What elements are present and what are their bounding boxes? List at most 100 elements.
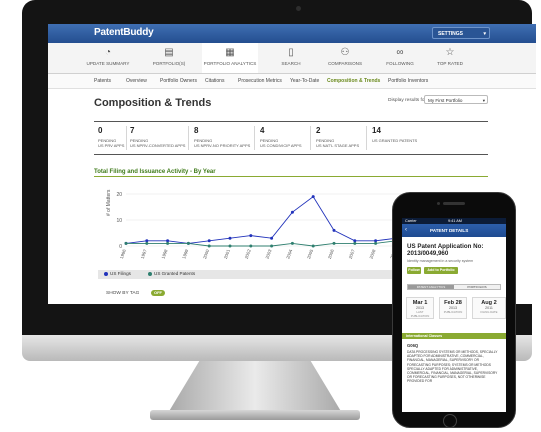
nav-update-summary[interactable]: ◔ UPDATE SUMMARY — [80, 43, 136, 73]
y-tick-label: 20 — [116, 192, 122, 198]
date-year: 2011 — [485, 306, 493, 310]
page-title: Composition & Trends — [94, 97, 212, 109]
stat-nprv-no-priority[interactable]: 8 PENDING US NPRV-NO PRIORITY APPS — [194, 126, 255, 150]
carrier-label: Carrier — [405, 219, 417, 223]
nav-top-rated[interactable]: ☆ TOP RATED — [422, 43, 478, 73]
series-line-1 — [126, 240, 438, 247]
stat-nprv-converted[interactable]: 7 PENDING US NPRV-CONVERTED APPS — [130, 126, 189, 150]
data-point-0 — [311, 195, 315, 199]
analytics-icon: ▦ — [225, 47, 235, 58]
date-card-publication: Feb 28 2013 PUBLICATION — [439, 297, 467, 319]
x-tick-label: 2007 — [348, 248, 356, 259]
class-description: DATA PROCESSING SYSTEMS OR METHODS, SPEC… — [407, 350, 498, 384]
date-day: Mar 1 — [412, 300, 428, 306]
nav-following[interactable]: ∞ FOLLOWING — [372, 43, 428, 73]
app-logo[interactable]: PatentBuddy — [94, 27, 154, 38]
subnav-portfolio-inventors[interactable]: Portfolio Inventors — [388, 78, 429, 84]
stat-granted-patents[interactable]: 14 US GRANTED PATENTS — [372, 126, 432, 150]
date-card-last-publication: Mar 1 2013 LAST PUBLICATION — [406, 297, 434, 319]
date-day: Aug 2 — [481, 300, 497, 306]
data-point-1 — [332, 241, 336, 245]
data-point-0 — [332, 228, 336, 232]
iphone: Carrier 9:41 AM ‹ PATENT DETAILS US Pate… — [392, 192, 516, 428]
legend-us-granted[interactable]: US Granted Patents — [148, 271, 195, 276]
settings-dropdown[interactable]: SETTINGS ▾ — [432, 27, 490, 39]
y-tick-label: 10 — [116, 218, 122, 224]
tab-portfolios[interactable]: PORTFOLIOS — [467, 285, 487, 289]
portfolio-select-value: My First Portfolio — [428, 98, 463, 103]
folder-icon: ▤ — [164, 47, 174, 58]
show-by-tag-label: SHOW BY TAG — [106, 291, 140, 296]
stat-natl-stage[interactable]: 2 PENDING US NAT'L STAGE APPS — [316, 126, 367, 150]
status-time: 9:41 AM — [448, 219, 462, 223]
stat-value: 2 — [316, 126, 321, 135]
data-point-1 — [311, 244, 315, 248]
x-tick-label: 1997 — [140, 248, 148, 259]
date-day: Feb 28 — [444, 300, 462, 306]
show-by-tag-toggle[interactable]: OFF — [151, 290, 165, 296]
portfolio-select[interactable]: My First Portfolio ▾ — [424, 95, 488, 104]
stat-label: PENDING US NPRV-CONVERTED APPS — [130, 138, 186, 148]
follow-button[interactable]: Follow — [407, 267, 421, 274]
stat-condivcip[interactable]: 4 PENDING US CONDIVICIP APPS — [260, 126, 311, 150]
international-classes-header: International Classes — [402, 333, 506, 339]
data-point-0 — [270, 236, 274, 240]
imac-monitor: PatentBuddy SETTINGS ▾ ◔ UPDATE SUMMARY … — [22, 0, 536, 335]
data-point-0 — [290, 210, 294, 214]
home-button[interactable] — [443, 414, 457, 428]
legend-label: US Filings — [110, 271, 131, 276]
subnav-portfolio-owners[interactable]: Portfolio Owners — [160, 78, 197, 84]
stat-prv-apps[interactable]: 0 PENDING US PRV APPS — [98, 126, 127, 150]
main-nav: ◔ UPDATE SUMMARY ▤ PORTFOLIO(S) ▦ PORTFO… — [48, 43, 536, 74]
subnav-prosecution-metrics[interactable]: Prosecution Metrics — [238, 78, 282, 84]
nav-portfolios[interactable]: ▤ PORTFOLIO(S) — [141, 43, 197, 73]
document-search-icon: ▯ — [288, 47, 294, 58]
nav-portfolio-analytics[interactable]: ▦ PORTFOLIO ANALYTICS — [202, 43, 258, 73]
stat-label: PENDING US PRV APPS — [98, 138, 125, 148]
stat-label: PENDING US NAT'L STAGE APPS — [316, 138, 360, 148]
data-point-0 — [353, 239, 357, 243]
subnav-composition-trends[interactable]: Composition & Trends — [327, 78, 381, 84]
data-point-1 — [145, 241, 149, 245]
imac-stand-base — [150, 410, 360, 420]
nav-label: UPDATE SUMMARY — [86, 61, 130, 66]
settings-label: SETTINGS — [438, 31, 464, 37]
data-point-0 — [145, 239, 149, 243]
x-tick-label: 1999 — [181, 248, 189, 259]
x-tick-label: 1996 — [119, 248, 127, 259]
stat-label: PENDING US NPRV-NO PRIORITY APPS — [194, 138, 251, 148]
data-point-1 — [249, 244, 253, 248]
x-tick-label: 2005 — [306, 248, 314, 259]
subnav-citations[interactable]: Citations — [205, 78, 225, 84]
chevron-down-icon: ▾ — [482, 98, 485, 103]
subnav-patents[interactable]: Patents — [94, 78, 111, 84]
data-point-1 — [374, 241, 378, 245]
chart-title: Total Filing and Issuance Activity - By … — [94, 169, 216, 175]
gauge-icon: ◔ — [104, 47, 112, 58]
subnav-year-to-date[interactable]: Year-To-Date — [290, 78, 320, 84]
add-to-portfolio-button[interactable]: Add to Portfolio — [424, 267, 458, 274]
imac-stand — [168, 361, 342, 413]
nav-search[interactable]: ▯ SEARCH — [263, 43, 319, 73]
nav-comparisons[interactable]: ⚇ COMPARISONS — [317, 43, 373, 73]
phone-screen: Carrier 9:41 AM ‹ PATENT DETAILS US Pate… — [402, 218, 506, 412]
stat-value: 8 — [194, 126, 199, 135]
phone-tabs: PATENT ANALYTICS PORTFOLIOS — [407, 284, 501, 290]
y-tick-label: 0 — [119, 244, 122, 250]
nav-label: PORTFOLIO ANALYTICS — [203, 61, 257, 66]
legend-us-filings[interactable]: US Filings — [104, 271, 131, 276]
back-icon[interactable]: ‹ — [405, 227, 407, 233]
binoculars-icon: ∞ — [396, 47, 404, 58]
tab-patent-analytics[interactable]: PATENT ANALYTICS — [408, 285, 454, 289]
chevron-down-icon: ▾ — [483, 31, 486, 37]
star-icon: ☆ — [445, 47, 455, 58]
stat-value: 14 — [372, 126, 381, 135]
class-code: G06Q — [407, 343, 419, 348]
subnav-overview[interactable]: Overview — [126, 78, 147, 84]
stat-label: US GRANTED PATENTS — [372, 138, 418, 143]
nav-label: COMPARISONS — [327, 61, 363, 66]
x-tick-label: 2004 — [285, 248, 293, 259]
stat-value: 7 — [130, 126, 135, 135]
data-point-1 — [270, 244, 274, 248]
